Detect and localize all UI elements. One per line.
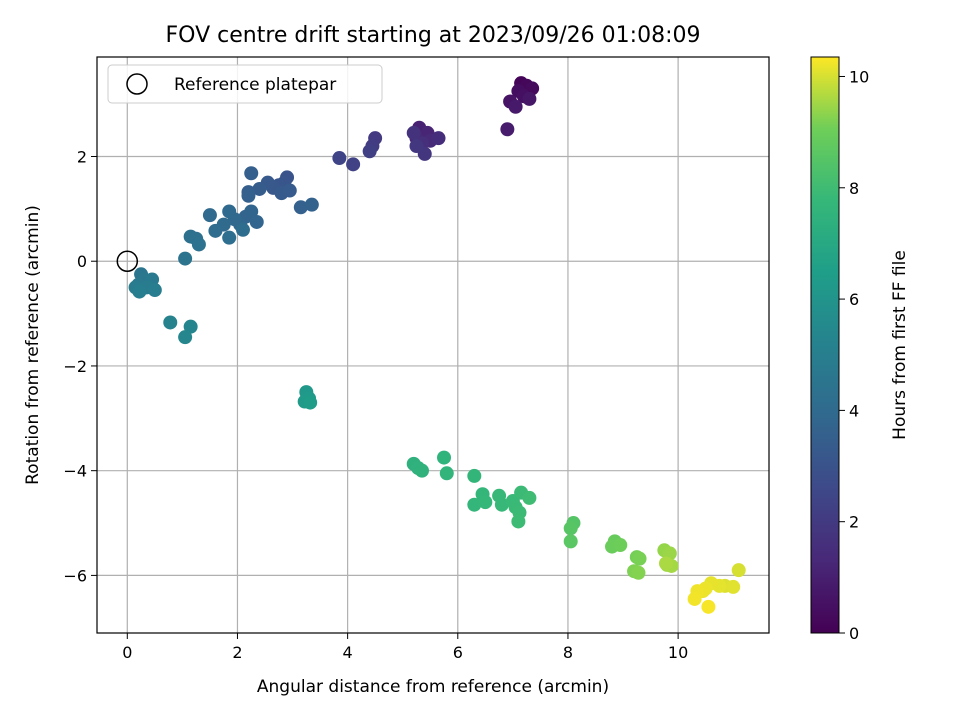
x-tick-label: 4 [343,643,353,662]
y-axis-ticks: −6 −4 −2 0 2 [63,147,97,585]
data-point [658,556,673,571]
data-point [303,395,318,410]
data-point [222,230,237,245]
colorbar-tick-label: 10 [849,67,869,86]
data-point [332,151,347,166]
data-point [522,490,537,505]
data-point [304,197,319,212]
x-axis-label: Angular distance from reference (arcmin) [257,677,609,697]
data-point [208,223,223,238]
colorbar-tick-label: 4 [849,401,859,420]
colorbar-tick-label: 8 [849,179,859,198]
data-point [409,139,424,154]
y-tick-label: 0 [77,252,87,271]
reference-platepar-marker [116,250,139,272]
y-tick-label: 2 [77,147,87,166]
data-point [293,200,308,215]
data-point [431,131,446,146]
plot-frame [96,56,770,634]
legend: Reference platepar [107,64,383,104]
data-point [563,521,578,536]
colorbar-tick-label: 6 [849,290,859,309]
data-point [178,251,193,266]
data-point [631,565,646,580]
data-point [439,466,454,481]
x-tick-label: 10 [668,643,688,662]
x-axis-ticks: 0 2 4 6 8 10 [122,633,688,662]
data-point [508,99,523,114]
data-point [222,204,237,219]
data-point [249,214,264,229]
data-point [282,183,297,198]
data-point [731,563,746,578]
data-points [128,76,746,614]
data-point [147,283,162,298]
data-point [163,315,178,330]
colorbar-tick-label: 0 [849,624,859,643]
data-point [178,330,193,345]
data-point [244,166,259,181]
x-tick-label: 6 [453,643,463,662]
data-point [701,599,716,614]
data-point [467,468,482,483]
chart-title: FOV centre drift starting at 2023/09/26 … [166,23,701,48]
data-point [244,204,259,219]
data-point [252,181,267,196]
reference-point [116,250,139,272]
data-point [346,157,361,172]
data-point [235,222,250,237]
data-point [726,579,741,594]
colorbar-ticks: 0 2 4 6 8 10 [839,67,869,643]
y-tick-label: −4 [63,462,87,481]
x-tick-label: 8 [563,643,573,662]
data-point [563,534,578,549]
colorbar [810,56,840,634]
y-tick-label: −2 [63,357,87,376]
y-axis-label: Rotation from reference (arcmin) [23,205,43,485]
data-point [437,450,452,465]
data-point [687,591,702,606]
y-tick-label: −6 [63,566,87,585]
legend-entry-reference-platepar: Reference platepar [174,75,336,95]
data-point [183,319,198,334]
x-tick-label: 2 [232,643,242,662]
data-point [241,188,256,203]
data-point [414,463,429,478]
data-point [478,495,493,510]
grid-lines [97,57,769,633]
data-point [632,551,647,566]
data-point [511,514,526,529]
legend-box [107,64,383,104]
data-point [406,125,421,140]
data-point [522,91,537,106]
legend-marker-reference [126,73,148,95]
data-point [132,284,147,299]
data-point [362,144,377,159]
data-point [202,208,217,223]
data-point [613,538,628,553]
x-tick-label: 0 [122,643,132,662]
data-point [191,237,206,252]
data-point [467,497,482,512]
colorbar-tick-label: 2 [849,513,859,532]
data-point [500,122,515,137]
colorbar-label: Hours from first FF file [890,250,910,440]
data-point [494,497,509,512]
